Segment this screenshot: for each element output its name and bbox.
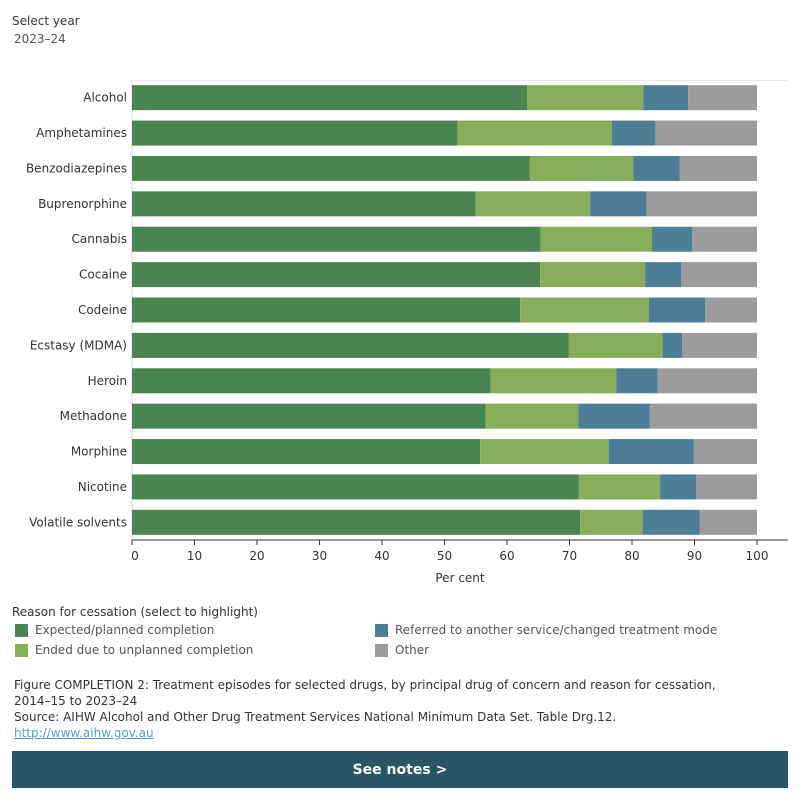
bar-segment[interactable] bbox=[652, 226, 692, 252]
bar-segment[interactable] bbox=[132, 368, 491, 394]
bar-segment[interactable] bbox=[646, 191, 757, 217]
year-filter-select[interactable]: 2023–24 bbox=[14, 32, 66, 46]
bar-segment[interactable] bbox=[642, 509, 700, 535]
x-tick-label: 80 bbox=[624, 549, 639, 563]
bar-segment[interactable] bbox=[643, 85, 689, 111]
category-label: Amphetamines bbox=[36, 126, 127, 140]
category-label: Methadone bbox=[60, 409, 127, 423]
bar-segment[interactable] bbox=[527, 85, 644, 111]
bar-segment[interactable] bbox=[608, 439, 694, 465]
bar-segment[interactable] bbox=[132, 297, 521, 323]
category-label: Cocaine bbox=[79, 268, 127, 282]
bar-segment[interactable] bbox=[540, 226, 652, 252]
bar-segment[interactable] bbox=[132, 439, 481, 465]
bar-segment[interactable] bbox=[660, 474, 697, 500]
x-tick-label: 100 bbox=[746, 549, 769, 563]
bar-segment[interactable] bbox=[699, 509, 758, 535]
bar-segment[interactable] bbox=[682, 332, 757, 358]
legend-label: Expected/planned completion bbox=[35, 623, 215, 637]
legend-label: Referred to another service/changed trea… bbox=[395, 623, 718, 637]
bar-segment[interactable] bbox=[590, 191, 647, 217]
legend-swatch bbox=[375, 643, 388, 657]
bar-segment[interactable] bbox=[475, 191, 591, 217]
stacked-bar-chart: Alcohol Amphetamines Benzodiazepines Bupren… bbox=[26, 80, 788, 585]
legend-item-expected-completion[interactable]: Expected/planned completion bbox=[15, 623, 214, 637]
category-label: Codeine bbox=[78, 303, 127, 317]
bar-segment[interactable] bbox=[578, 403, 650, 429]
figure-caption: Figure COMPLETION 2: Treatment episodes … bbox=[14, 678, 716, 708]
bar-segment[interactable] bbox=[692, 226, 757, 252]
bar-segment[interactable] bbox=[705, 297, 757, 323]
bar-segment[interactable] bbox=[568, 332, 663, 358]
legend-swatch bbox=[375, 623, 388, 637]
bar-segment[interactable] bbox=[132, 474, 579, 500]
bar-segment[interactable] bbox=[485, 403, 579, 429]
bar-segment[interactable] bbox=[132, 191, 476, 217]
bar-segment[interactable] bbox=[132, 226, 541, 252]
bar-segment[interactable] bbox=[655, 120, 757, 146]
bar-segment[interactable] bbox=[649, 403, 758, 429]
bar-segment[interactable] bbox=[529, 155, 634, 181]
category-label: Cannabis bbox=[72, 232, 128, 246]
category-label: Volatile solvents bbox=[29, 515, 127, 529]
bar-segment[interactable] bbox=[696, 474, 757, 500]
category-label: Ecstasy (MDMA) bbox=[30, 338, 127, 352]
category-label: Nicotine bbox=[78, 480, 127, 494]
bar-segment[interactable] bbox=[679, 155, 758, 181]
bar-segment[interactable] bbox=[132, 85, 527, 111]
bar-segment[interactable] bbox=[132, 332, 569, 358]
x-tick-label: 40 bbox=[374, 549, 389, 563]
bar-segment[interactable] bbox=[693, 439, 757, 465]
see-notes-label: See notes bbox=[352, 761, 431, 778]
bar-segment[interactable] bbox=[480, 439, 609, 465]
category-label: Morphine bbox=[71, 445, 127, 459]
bar-segment[interactable] bbox=[681, 262, 757, 288]
bar-segment[interactable] bbox=[688, 85, 757, 111]
bar-segment[interactable] bbox=[616, 368, 658, 394]
bar-segment[interactable] bbox=[132, 120, 458, 146]
bar-segment[interactable] bbox=[645, 262, 682, 288]
x-tick-label: 90 bbox=[687, 549, 702, 563]
legend-swatch bbox=[15, 643, 28, 657]
legend-item-unplanned-completion[interactable]: Ended due to unplanned completion bbox=[15, 643, 253, 657]
category-label: Alcohol bbox=[83, 91, 127, 105]
bar-segment[interactable] bbox=[612, 120, 656, 146]
bar-segment[interactable] bbox=[648, 297, 706, 323]
legend-item-other[interactable]: Other bbox=[375, 643, 429, 657]
bar-segment[interactable] bbox=[457, 120, 612, 146]
x-tick-label: 60 bbox=[499, 549, 514, 563]
legend-title: Reason for cessation (select to highligh… bbox=[12, 605, 258, 619]
category-label: Benzodiazepines bbox=[26, 161, 127, 175]
legend-label: Other bbox=[395, 643, 430, 657]
x-tick-label: 0 bbox=[131, 549, 139, 563]
legend-item-referred[interactable]: Referred to another service/changed trea… bbox=[375, 623, 717, 637]
see-notes-button[interactable]: See notes > bbox=[12, 751, 788, 788]
bar-segment[interactable] bbox=[578, 474, 661, 500]
bar-segment[interactable] bbox=[657, 368, 757, 394]
x-tick-label: 30 bbox=[312, 549, 327, 563]
bar-segment[interactable] bbox=[633, 155, 680, 181]
category-label: Buprenorphine bbox=[38, 197, 127, 211]
year-filter-label: Select year bbox=[12, 14, 80, 28]
x-tick-label: 50 bbox=[437, 549, 452, 563]
bar-segment[interactable] bbox=[132, 509, 581, 535]
bar-segment[interactable] bbox=[540, 262, 646, 288]
bar-segment[interactable] bbox=[520, 297, 649, 323]
bar-segment[interactable] bbox=[580, 509, 643, 535]
chevron-right-icon: > bbox=[435, 761, 448, 778]
legend-swatch bbox=[15, 623, 28, 637]
aihw-link[interactable]: http://www.aihw.gov.au bbox=[14, 726, 154, 740]
x-tick-label: 70 bbox=[562, 549, 577, 563]
bar-segment[interactable] bbox=[132, 262, 541, 288]
bar-segment[interactable] bbox=[490, 368, 617, 394]
x-tick-label: 10 bbox=[187, 549, 202, 563]
source-note: Source: AIHW Alcohol and Other Drug Trea… bbox=[14, 710, 617, 724]
x-axis-title: Per cent bbox=[435, 571, 485, 585]
bar-segment[interactable] bbox=[662, 332, 682, 358]
x-tick-label: 20 bbox=[249, 549, 264, 563]
legend-label: Ended due to unplanned completion bbox=[35, 643, 254, 657]
category-label: Heroin bbox=[88, 374, 127, 388]
bar-segment[interactable] bbox=[132, 403, 486, 429]
bar-segment[interactable] bbox=[132, 155, 530, 181]
